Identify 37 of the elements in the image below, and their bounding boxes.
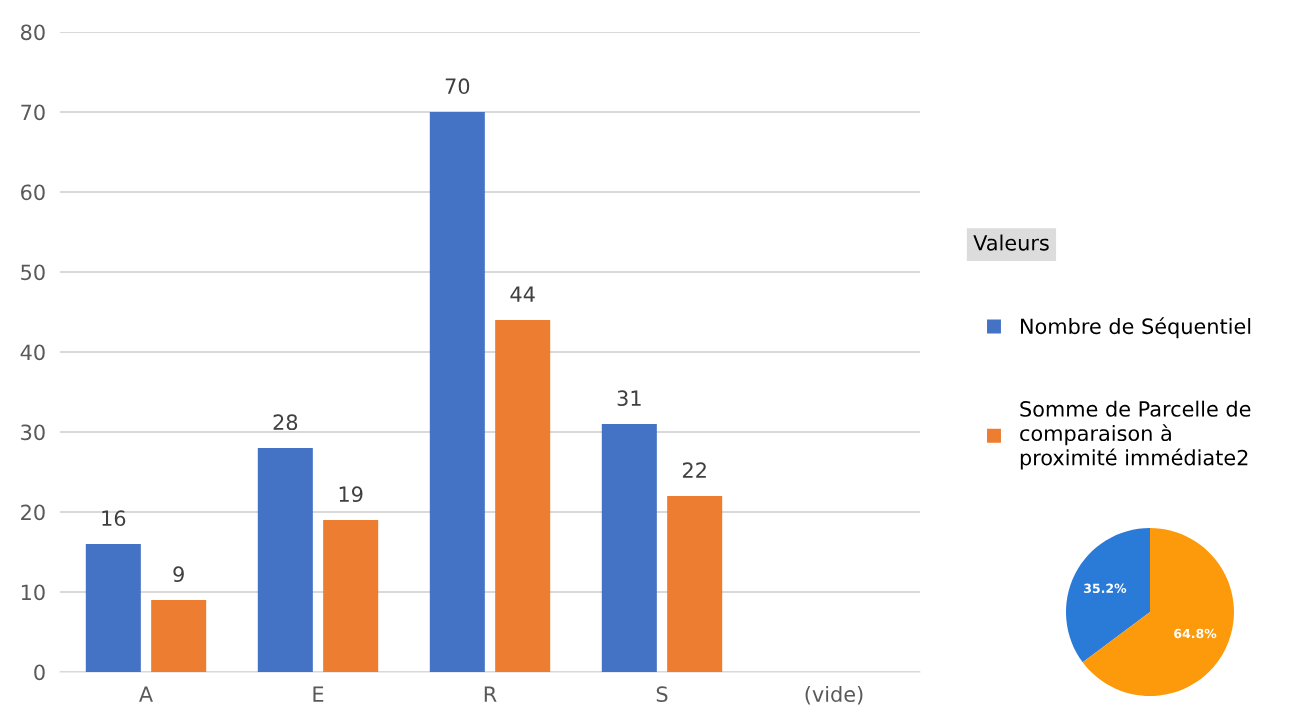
- pie-slice: [1066, 528, 1150, 663]
- data-label: 70: [445, 78, 470, 95]
- bar: [601, 424, 657, 672]
- x-tick-label: (vide): [805, 685, 863, 705]
- y-tick-label: 80: [21, 24, 45, 41]
- y-tick-label: 50: [21, 264, 45, 281]
- legend-label: Somme de Parcelle de comparaison à proximité immédiate2: [1020, 400, 1251, 470]
- bar: [257, 448, 313, 672]
- bar: [85, 544, 141, 672]
- bar: [151, 600, 207, 672]
- pie-slice: [1082, 528, 1234, 696]
- data-label: 22: [682, 462, 706, 478]
- data-label: 44: [510, 286, 535, 302]
- y-tick-label: 20: [21, 504, 45, 521]
- x-tick-label: E: [313, 686, 324, 702]
- data-label: 64.8%: [1174, 628, 1217, 639]
- y-tick-label: 60: [21, 184, 45, 201]
- y-tick-label: 70: [21, 104, 45, 121]
- x-tick-label: A: [139, 686, 153, 702]
- x-tick-label: R: [484, 686, 497, 702]
- y-tick-label: 10: [21, 584, 45, 601]
- data-label: 16: [102, 510, 126, 527]
- data-label: 28: [273, 414, 298, 431]
- legend-label: Nombre de Séquentiel: [1021, 317, 1251, 339]
- bar: [495, 320, 551, 672]
- data-label: 35.2%: [1084, 583, 1127, 594]
- y-tick-label: 30: [21, 424, 45, 441]
- legend-title: Valeurs: [973, 234, 1049, 251]
- y-tick-label: 40: [20, 344, 45, 361]
- bar: [429, 112, 485, 672]
- bar: [323, 520, 379, 672]
- data-label: 31: [617, 390, 641, 407]
- y-tick-label: 0: [34, 664, 45, 681]
- bar: [667, 496, 723, 672]
- data-label: 19: [339, 486, 363, 503]
- data-label: 9: [173, 566, 184, 583]
- x-tick-label: S: [656, 686, 668, 703]
